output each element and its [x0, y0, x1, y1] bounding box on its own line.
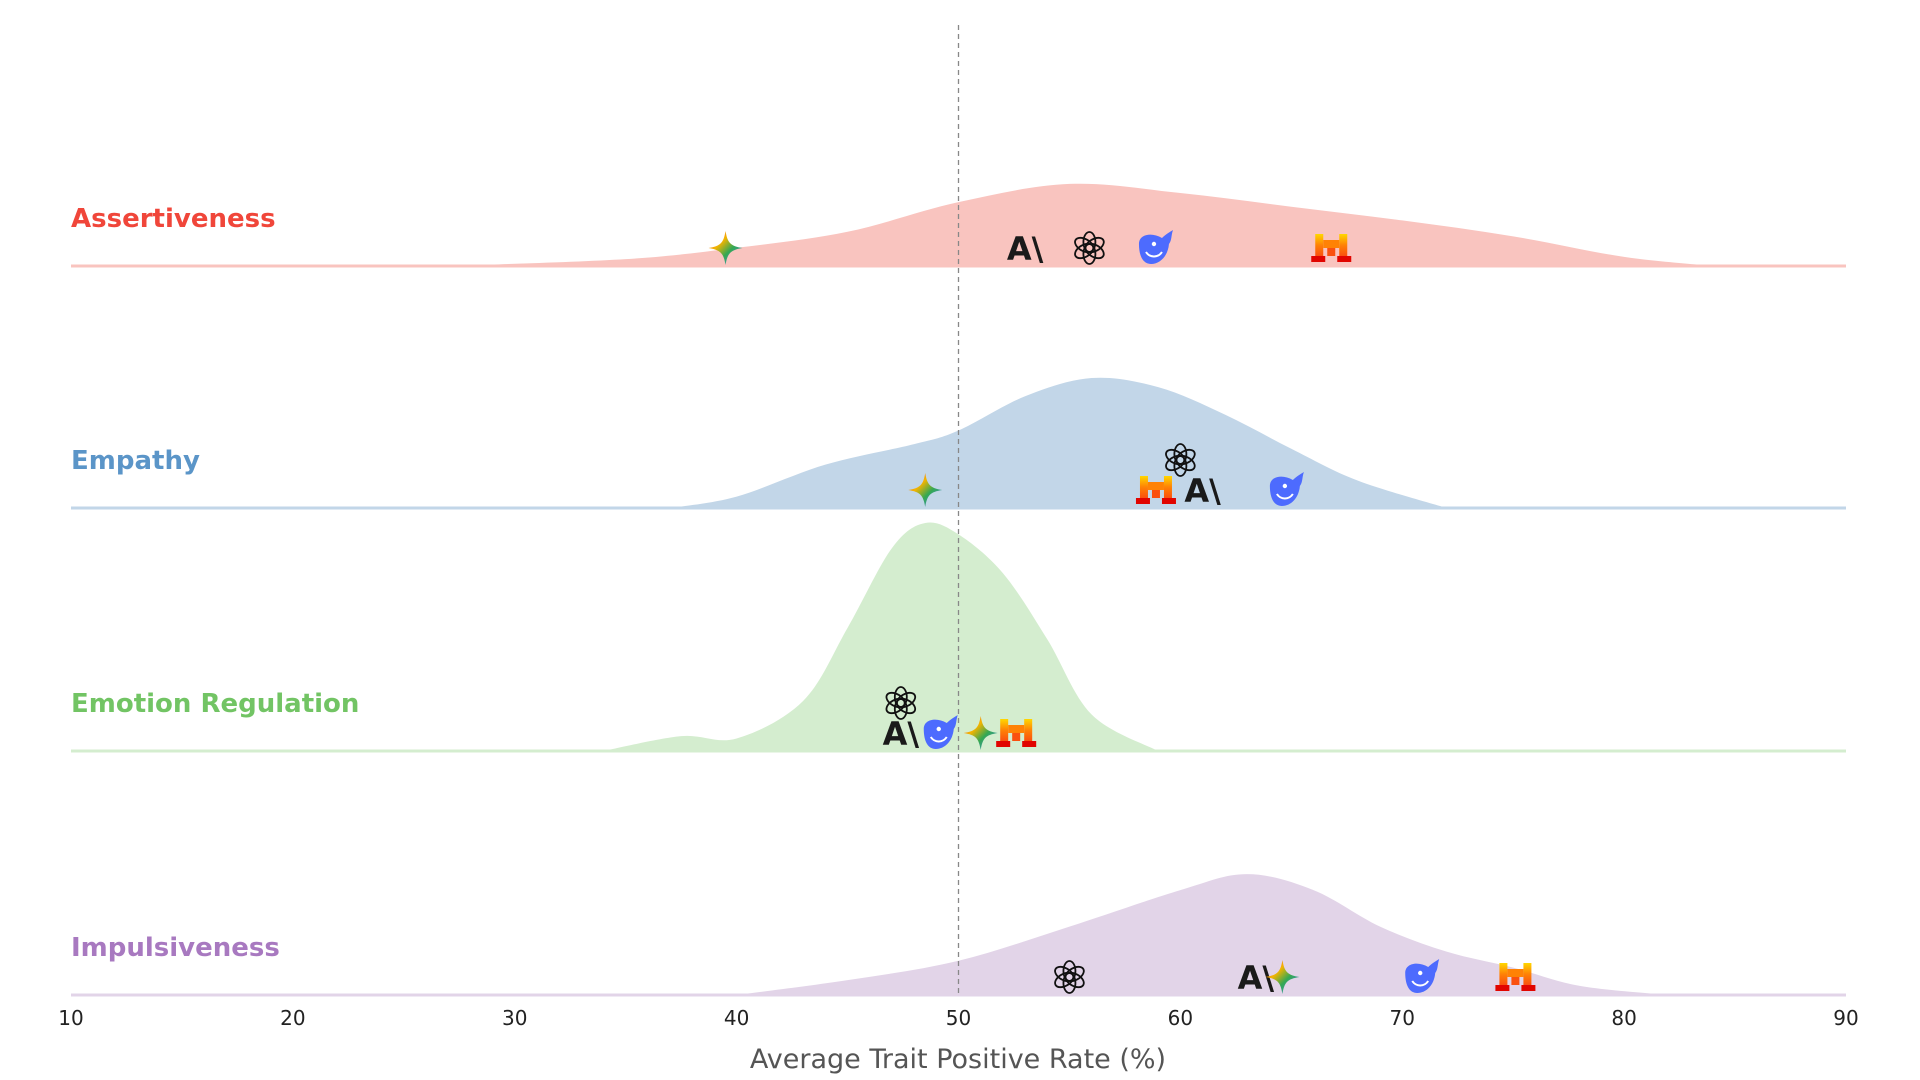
x-tick-label: 20 — [280, 1006, 305, 1030]
row-label: Emotion Regulation — [71, 689, 359, 719]
svg-text:A\: A\ — [883, 715, 920, 753]
anthropic-icon: A\ — [1238, 959, 1275, 997]
openai-icon — [885, 686, 917, 720]
row-label: Empathy — [71, 446, 200, 476]
ridge-impulsiveness: Impulsiveness — [71, 874, 1846, 997]
gemini-icon — [908, 473, 943, 507]
x-tick-label: 60 — [1168, 1006, 1193, 1030]
x-tick-label: 10 — [58, 1006, 83, 1030]
openai-icon — [1074, 231, 1105, 265]
gemini-icon — [708, 231, 743, 265]
svg-text:A\: A\ — [1007, 230, 1044, 268]
gemini-icon — [1265, 960, 1300, 994]
mistral-icon — [1135, 476, 1176, 504]
density-area — [71, 522, 1846, 751]
deepseek-icon — [1138, 230, 1173, 264]
mistral-icon — [1495, 963, 1536, 991]
row-label: Assertiveness — [71, 204, 276, 234]
anthropic-icon: A\ — [1007, 230, 1044, 268]
ridge-emotion-regulation: Emotion Regulation — [71, 522, 1846, 753]
x-tick-label: 70 — [1390, 1006, 1415, 1030]
x-tick-label: 40 — [724, 1006, 749, 1030]
x-axis-label: Average Trait Positive Rate (%) — [750, 1044, 1166, 1075]
openai-icon — [1054, 960, 1085, 994]
row-label: Impulsiveness — [71, 933, 280, 963]
x-tick-label: 50 — [946, 1006, 971, 1030]
deepseek-icon — [923, 715, 958, 749]
x-tick-label: 80 — [1611, 1006, 1636, 1030]
svg-text:A\: A\ — [1238, 959, 1275, 997]
x-tick-label: 90 — [1833, 1006, 1858, 1030]
openai-icon — [1165, 443, 1196, 477]
deepseek-icon — [1269, 472, 1304, 506]
svg-text:A\: A\ — [1184, 472, 1221, 510]
anthropic-icon: A\ — [1184, 472, 1221, 510]
x-axis: 10 20 30 40 50 60 70 80 90 — [58, 1006, 1858, 1030]
anthropic-icon: A\ — [883, 715, 920, 753]
deepseek-icon — [1405, 959, 1440, 993]
mistral-icon — [1311, 234, 1352, 262]
density-area — [71, 874, 1846, 995]
gemini-icon — [963, 716, 998, 750]
mistral-icon — [996, 719, 1037, 747]
x-tick-label: 30 — [502, 1006, 527, 1030]
